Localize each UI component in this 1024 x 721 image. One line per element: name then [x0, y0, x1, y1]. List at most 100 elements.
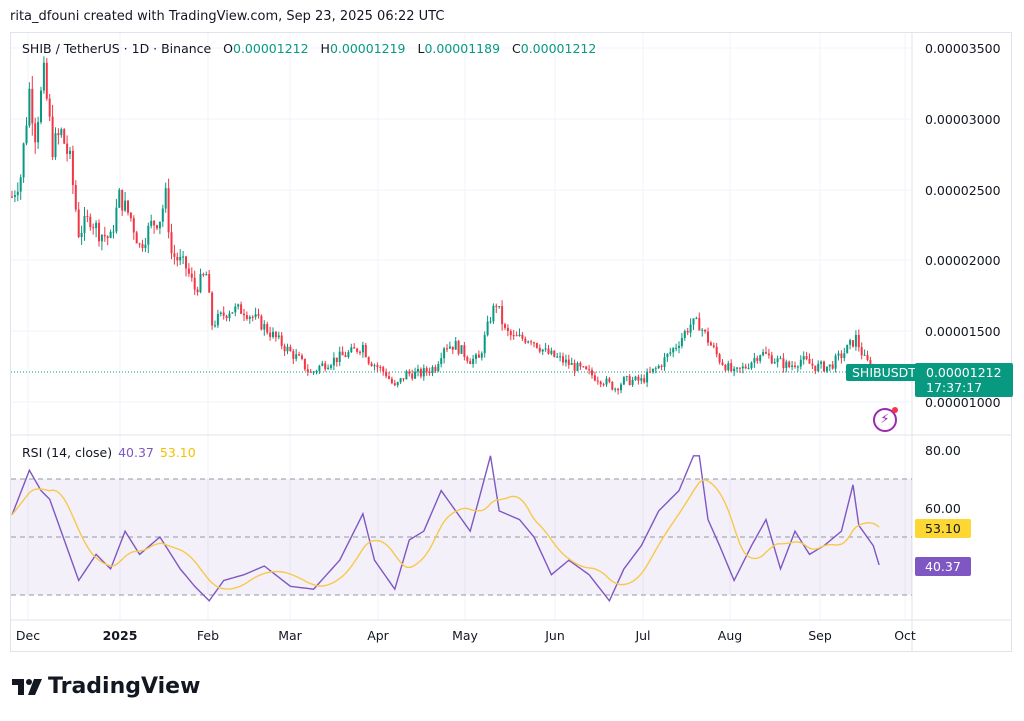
last-price-tag: 0.00001212 17:37:17: [915, 363, 1013, 397]
alert-icon[interactable]: ⚡: [873, 407, 898, 432]
time-tick: Aug: [717, 628, 743, 643]
rsi-tick: 60.00: [925, 501, 961, 516]
candle-body: [588, 369, 591, 371]
candle-body: [176, 256, 179, 261]
candle-body: [683, 331, 686, 339]
candle-body: [585, 366, 588, 370]
price-tick: 0.00002000: [925, 253, 1001, 268]
candle-body: [724, 364, 727, 371]
candle-body: [593, 375, 596, 381]
candle-body: [417, 368, 419, 372]
candle-body: [620, 384, 622, 391]
candle-body: [106, 236, 109, 238]
candle-body: [280, 335, 283, 346]
candle-body: [167, 188, 170, 233]
candle-body: [579, 362, 582, 367]
candle-body: [231, 312, 234, 314]
candle-body: [225, 315, 228, 319]
tradingview-logo[interactable]: TradingView: [12, 674, 200, 699]
candle-body: [614, 388, 617, 390]
rsi-title: RSI (14, close): [22, 445, 113, 460]
bar-countdown: 17:37:17: [926, 380, 983, 395]
candle-body: [483, 335, 486, 354]
candle-body: [625, 376, 628, 378]
close-label: C: [512, 41, 521, 56]
high-value: 0.00001219: [329, 41, 406, 56]
candle-body: [617, 388, 620, 391]
candle-body: [440, 358, 443, 365]
candle-body: [857, 334, 860, 348]
candle-body: [332, 357, 335, 366]
rsi-legend: RSI (14, close) 40.37 53.10: [22, 445, 196, 460]
candle-body: [538, 347, 541, 352]
candle-body: [860, 347, 863, 356]
candle-body: [796, 366, 799, 368]
candle-body: [179, 256, 182, 261]
candle-body: [564, 359, 567, 363]
open-value: 0.00001212: [233, 41, 309, 56]
candle-body: [472, 358, 475, 365]
candle-body: [469, 360, 472, 365]
candle-body: [524, 338, 527, 343]
candle-body: [321, 363, 324, 366]
candle-body: [852, 340, 854, 347]
candle-body: [13, 195, 16, 197]
candle-body: [425, 368, 428, 372]
candle-body: [77, 209, 80, 238]
candle-body: [854, 334, 857, 347]
candle-body: [477, 354, 480, 358]
candle-body: [28, 88, 31, 126]
time-tick: Jul: [635, 628, 651, 643]
candle-body: [66, 143, 69, 154]
candle-body: [350, 347, 353, 353]
candle-body: [121, 189, 124, 211]
rsi-ma-line: [11, 479, 880, 590]
candle-body: [361, 344, 364, 353]
caption: rita_dfouni created with TradingView.com…: [10, 9, 445, 24]
candle-body: [399, 378, 402, 383]
candle-body: [83, 216, 86, 233]
candle-body: [150, 220, 153, 226]
logo-text: TradingView: [48, 674, 201, 699]
candle-body: [834, 355, 837, 369]
candle-body: [286, 346, 289, 352]
candle-body: [738, 367, 741, 369]
candle-body: [718, 354, 721, 363]
candle-body: [446, 348, 448, 350]
candle-body: [48, 98, 51, 117]
candle-body: [846, 344, 849, 354]
candle-body: [762, 352, 765, 356]
candle-body: [753, 357, 756, 363]
candle-body: [730, 363, 733, 372]
rsi-ma-tag: 53.10: [915, 519, 971, 538]
rsi-tick: 80.00: [925, 443, 961, 458]
candle-body: [518, 334, 521, 336]
candle-body: [141, 244, 144, 249]
candle-body: [211, 292, 214, 326]
symbol-legend: SHIB / TetherUS · 1D · Binance O0.000012…: [22, 41, 604, 56]
candle-body: [678, 345, 680, 348]
candle-body: [622, 377, 625, 385]
candle-body: [550, 350, 553, 354]
candle-body: [42, 62, 45, 91]
candle-body: [364, 344, 367, 358]
candle-body: [649, 371, 651, 373]
price-tick: 0.00001000: [925, 395, 1001, 410]
candle-body: [118, 189, 121, 208]
candle-body: [330, 365, 332, 368]
price-tick: 0.00002500: [925, 183, 1001, 198]
candle-body: [498, 306, 501, 308]
candle-body: [422, 368, 425, 377]
price-tick: 0.00001500: [925, 324, 1001, 339]
candle-body: [675, 347, 678, 349]
candle-body: [202, 273, 205, 276]
candle-body: [124, 200, 127, 211]
candle-body: [370, 363, 373, 367]
chart-frame[interactable]: [10, 32, 1012, 652]
candle-body: [237, 304, 240, 307]
candle-body: [541, 349, 544, 352]
candle-body: [431, 367, 434, 373]
candle-body: [480, 353, 483, 358]
candle-body: [489, 321, 492, 323]
